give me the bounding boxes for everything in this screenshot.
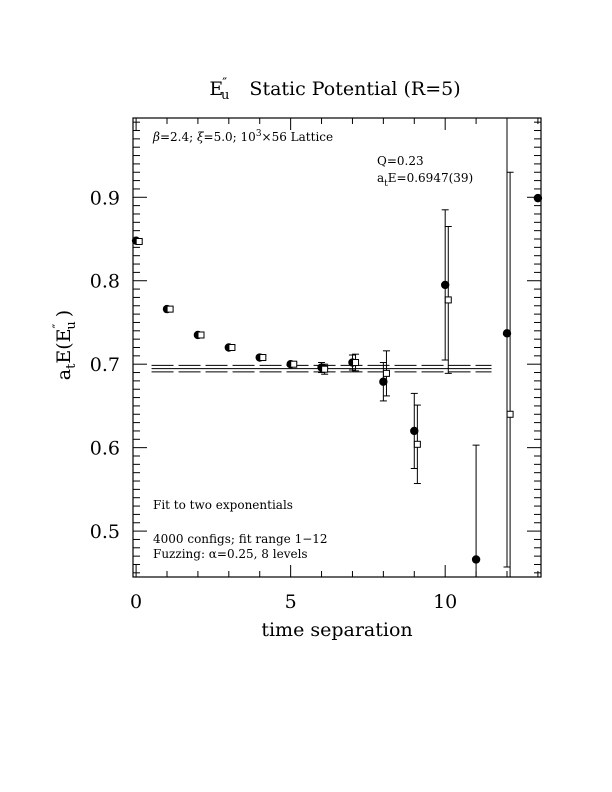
data-point-square bbox=[321, 365, 329, 373]
data-point-circle bbox=[471, 555, 481, 564]
y-tick-label: 0.8 bbox=[90, 271, 120, 293]
data-point-circle bbox=[410, 426, 419, 436]
data-point-square bbox=[259, 354, 267, 362]
lattice-annotation: β=2.4; ξ=5.0; 103×56 Lattice bbox=[152, 129, 333, 144]
y-tick-label: 0.5 bbox=[90, 521, 120, 543]
x-tick-label: 5 bbox=[285, 591, 297, 613]
axis-tick-labels: 0 5 10 0.5 0.6 0.7 0.8 0.9 bbox=[90, 187, 457, 613]
data-point-circle bbox=[502, 329, 512, 338]
y-tick-label: 0.9 bbox=[90, 187, 120, 209]
data-point-square bbox=[228, 344, 236, 351]
chart-title: E″ u Static Potential (R=5) bbox=[209, 76, 460, 103]
fuzzing-annotation: Fuzzing: α=0.25, 8 levels bbox=[153, 547, 308, 561]
data-point-square bbox=[197, 331, 205, 339]
y-axis-label: atE(E″u) bbox=[51, 310, 79, 380]
y-tick-label: 0.6 bbox=[90, 438, 120, 460]
fit-type-annotation: Fit to two exponentials bbox=[153, 498, 293, 512]
data-point-square bbox=[352, 359, 360, 367]
axis-ticks bbox=[133, 118, 541, 577]
q-annotation: Q=0.23 bbox=[377, 154, 424, 168]
y-tick-label: 0.7 bbox=[90, 354, 120, 376]
data-point-circle bbox=[440, 280, 450, 290]
data-point-square bbox=[506, 410, 514, 418]
data-point-square bbox=[135, 238, 143, 246]
data-point-square bbox=[382, 369, 390, 377]
x-tick-label: 0 bbox=[130, 591, 142, 613]
data-point-square bbox=[166, 305, 174, 313]
x-axis-label: time separation bbox=[261, 619, 412, 641]
data-point-circle bbox=[379, 377, 388, 386]
x-tick-label: 10 bbox=[433, 591, 457, 613]
data-point-square bbox=[444, 296, 452, 304]
data-point-square bbox=[413, 440, 421, 448]
configs-annotation: 4000 configs; fit range 1−12 bbox=[153, 532, 328, 546]
data-point-circle bbox=[533, 193, 543, 203]
data-point-square bbox=[290, 360, 298, 368]
energy-annotation: atE=0.6947(39) bbox=[377, 171, 473, 189]
data-series bbox=[131, 118, 543, 577]
